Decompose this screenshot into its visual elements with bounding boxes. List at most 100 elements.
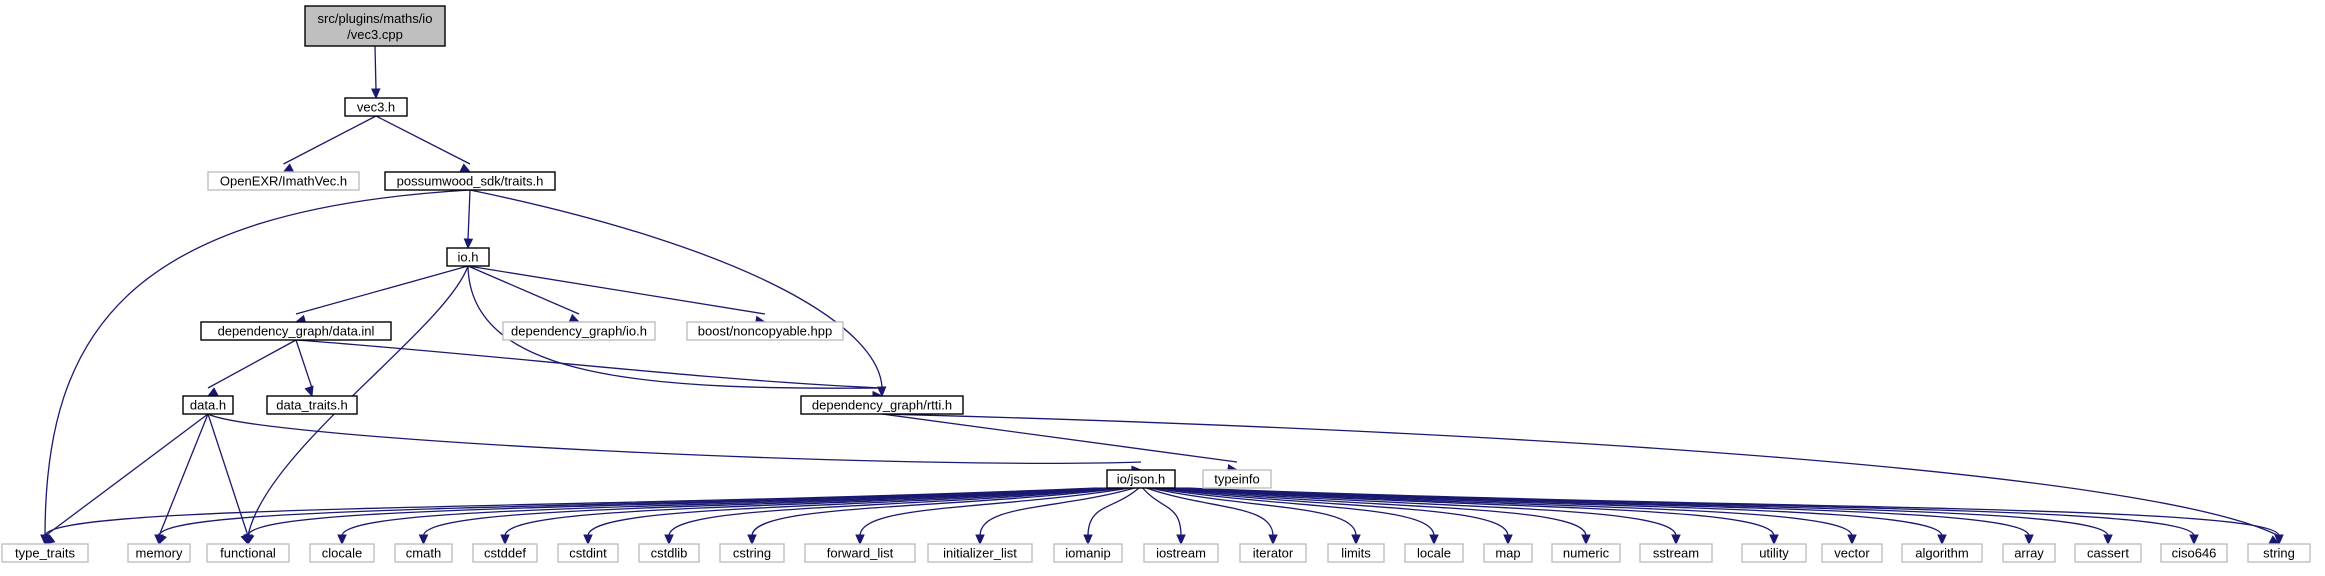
arrowhead-json_h-to-cstddef [500,534,510,546]
node-box [1106,469,1176,489]
node-box [1327,543,1385,563]
node-box [502,321,656,341]
nodes-layer: src/plugins/maths/io/vec3.cpp vec3.h OpenE… [1,5,2311,563]
node-label: iomanip [1065,546,1111,561]
node-utility: utility [1741,543,1807,563]
node-box [2074,543,2142,563]
node-box [182,395,234,415]
node-json-h[interactable]: io/json.h [1106,469,1176,489]
arrowhead-vec3_h-to-imathvec_h [282,163,295,173]
node-box [2002,543,2056,563]
node-label: io.h [458,250,479,265]
node-limits: limits [1327,543,1385,563]
arrowhead-json_h-to-map [1503,534,1513,546]
edge-data_h-to-json_h [207,413,1142,464]
edge-json_h-to-vector [1169,487,1853,537]
node-box [1202,469,1272,489]
arrowhead-json_h-to-forward_list [855,534,865,546]
node-label: data.h [190,398,226,413]
node-cstring: cstring [719,543,785,563]
node-vec3-cpp[interactable]: src/plugins/maths/io/vec3.cpp [304,5,446,47]
node-label: cstring [733,546,771,561]
node-box [207,171,360,191]
node-functional: functional [206,543,290,563]
node-traits-h[interactable]: possumwood_sdk/traits.h [384,171,556,191]
edge-io_h-to-rtti_h [467,265,883,389]
node-label: possumwood_sdk/traits.h [397,174,544,189]
node-cstdint: cstdint [557,543,619,563]
edge-json_h-to-map [1155,487,1509,537]
node-clocale: clocale [309,543,375,563]
edge-json_h-to-cstdint [587,487,1119,537]
node-dg-data-inl[interactable]: dependency_graph/data.inl [200,321,392,341]
edge-json_h-to-algorithm [1173,487,1943,537]
node-array: array [2002,543,2056,563]
edge-json_h-to-limits [1149,487,1357,537]
node-label: locale [1417,546,1451,561]
edge-dg_data_inl-to-data_h [207,339,297,389]
node-map: map [1483,543,1533,563]
node-label: cassert [2087,546,2129,561]
node-box [394,543,453,563]
node-box [800,395,964,415]
node-io-h[interactable]: io.h [446,247,490,267]
node-box [1143,543,1219,563]
node-label: cmath [406,546,441,561]
edge-json_h-to-utility [1166,487,1775,537]
arrowhead-json_h-to-limits [1351,534,1361,546]
arrowhead-json_h-to-iostream [1176,534,1186,546]
arrowhead-json_h-to-functional [243,534,253,546]
edge-traits_h-to-io_h [467,189,471,241]
node-label: typeinfo [1214,472,1260,487]
node-label: dependency_graph/rtti.h [812,398,952,413]
arrowhead-json_h-to-sstream [1671,534,1681,546]
edge-json_h-to-iterator [1146,487,1274,537]
node-algorithm: algorithm [1901,543,1983,563]
node-label: iostream [1156,546,1206,561]
edge-data_h-to-type_traits [44,413,209,537]
node-box [1239,543,1307,563]
node-label: ciso646 [2172,546,2217,561]
arrowhead-json_h-to-iterator [1268,534,1278,546]
node-box [127,543,191,563]
node-box [686,321,844,341]
node-label: utility [1759,546,1789,561]
arrowhead-json_h-to-iomanip [1083,534,1093,546]
node-label-line2: /vec3.cpp [347,27,403,42]
edge-rtti_h-to-typeinfo [881,413,1238,463]
edge-rtti_h-to-string [881,413,2280,537]
arrowhead-json_h-to-ciso646 [2189,534,2199,546]
node-box [446,247,490,267]
node-box [309,543,375,563]
arrowhead-json_h-to-cmath [418,534,429,546]
edge-json_h-to-iomanip [1087,487,1140,537]
arrowhead-json_h-to-memory [154,534,164,546]
arrowhead-json_h-to-vector [1847,534,1857,546]
arrowhead-json_h-to-array [2024,534,2034,546]
node-sstream: sstream [1639,543,1713,563]
node-memory: memory [127,543,191,563]
node-rtti-h[interactable]: dependency_graph/rtti.h [800,395,964,415]
node-box [1821,543,1883,563]
node-cassert: cassert [2074,543,2142,563]
node-label: io/json.h [1117,472,1165,487]
node-box [384,171,556,191]
arrowhead-traits_h-to-rtti_h [876,386,887,398]
arrowhead-json_h-to-algorithm [1937,534,1947,546]
node-label: string [2263,546,2295,561]
node-vec3-h[interactable]: vec3.h [344,97,408,117]
edge-vec3_h-to-imathvec_h [283,115,377,165]
node-data-traits-h[interactable]: data_traits.h [266,395,358,415]
edge-json_h-to-cstring [751,487,1126,537]
arrowhead-json_h-to-utility [1769,534,1779,546]
arrowhead-json_h-to-string [2274,534,2284,546]
node-label: dependency_graph/io.h [511,324,647,339]
node-label: boost/noncopyable.hpp [698,324,832,339]
edge-json_h-to-cmath [422,487,1113,537]
node-box [638,543,700,563]
arrowhead-vec3_cpp-to-vec3_h [371,88,381,100]
edge-json_h-to-locale [1152,487,1435,537]
node-vector: vector [1821,543,1883,563]
node-iostream: iostream [1143,543,1219,563]
node-data-h[interactable]: data.h [182,395,234,415]
